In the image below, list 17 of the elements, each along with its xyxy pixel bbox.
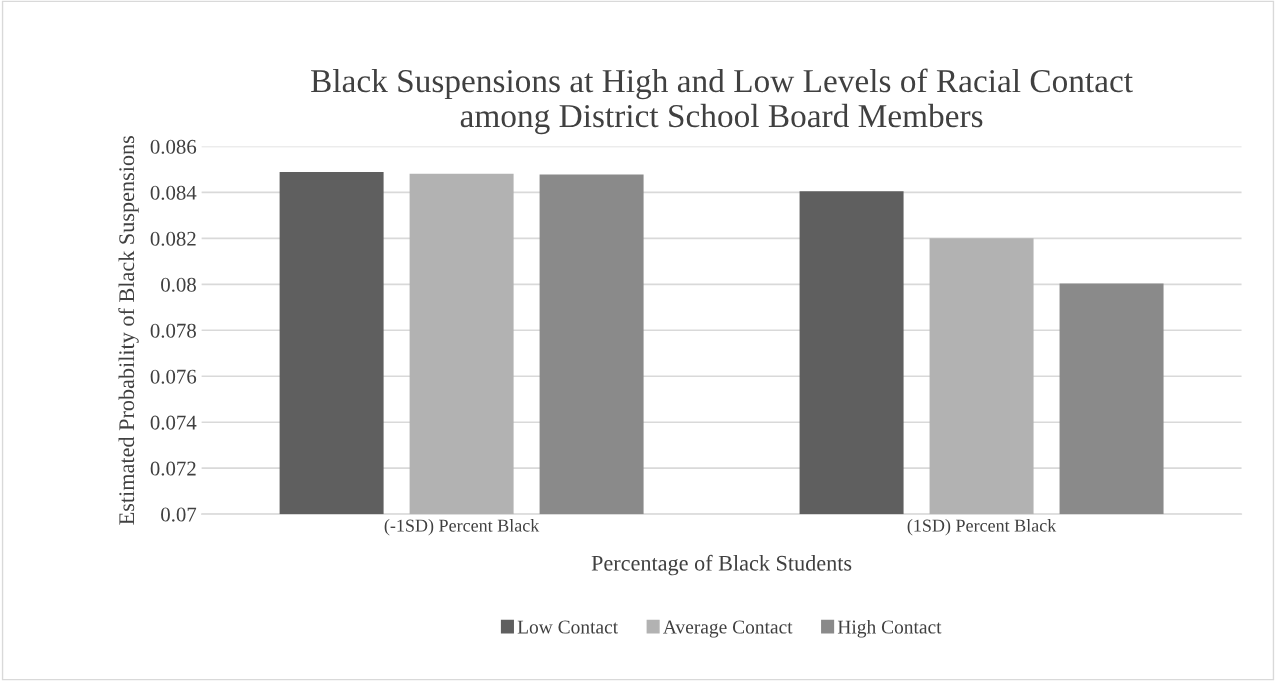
x-axis-title: Percentage of Black Students: [591, 554, 852, 576]
y-tick-label: 0.082: [150, 231, 196, 246]
legend-label: Low Contact: [517, 620, 619, 634]
chart-title: Black Suspensions at High and Low Levels of Racial Contact among District School Board Members: [311, 68, 1133, 135]
y-tick-label: 0.072: [150, 461, 196, 476]
y-tick-label: 0.076: [150, 369, 197, 384]
y-tick-label: 0.086: [150, 139, 197, 154]
y-axis-title: Estimated Probability of Black Suspensions: [118, 136, 139, 525]
x-tick-label: (1SD) Percent Black: [907, 519, 1057, 536]
y-tick-label: 0.08: [161, 277, 196, 292]
legend-label: Average Contact: [663, 620, 793, 638]
y-tick-label: 0.07: [161, 507, 197, 522]
x-tick-label: (-1SD) Percent Black: [384, 519, 540, 536]
y-tick-label: 0.078: [150, 323, 196, 338]
legend-label: High Contact: [837, 619, 942, 638]
y-tick-label: 0.084: [150, 185, 197, 200]
y-tick-label: 0.074: [150, 415, 197, 430]
